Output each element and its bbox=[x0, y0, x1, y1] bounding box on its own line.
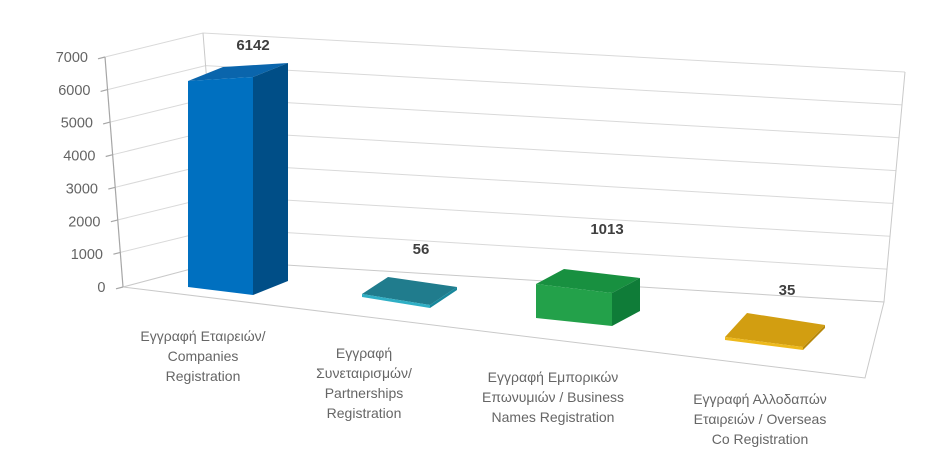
category-label-line: Επωνυμιών / Business bbox=[482, 389, 624, 405]
bar-partnerships-registration bbox=[362, 277, 457, 308]
y-axis-tick bbox=[97, 56, 106, 60]
data-labels: 6142 56 1013 35 bbox=[236, 37, 795, 299]
y-axis-tick bbox=[108, 186, 116, 190]
y-tick-label: 4000 bbox=[63, 149, 95, 165]
gridline-7000 bbox=[104, 32, 906, 73]
y-axis-labels: 7000 6000 5000 4000 3000 2000 1000 0 bbox=[56, 50, 106, 296]
y-axis-tick bbox=[100, 89, 108, 92]
category-label-companies: Εγγραφή Εταιρειών/ Companies Registratio… bbox=[140, 326, 265, 386]
category-label-line: Εταιρειών / Overseas bbox=[693, 411, 827, 427]
bar-top-face bbox=[725, 313, 825, 347]
category-label-line: Partnerships bbox=[324, 385, 404, 401]
y-axis-tick bbox=[102, 121, 111, 125]
y-axis-tick bbox=[110, 219, 119, 223]
y-axis-tick bbox=[105, 154, 113, 158]
bar-top-face bbox=[362, 277, 457, 305]
data-label-partnerships: 56 bbox=[413, 241, 430, 258]
category-label-line: Companies bbox=[167, 348, 239, 364]
bar-front-face bbox=[536, 284, 612, 326]
y-tick-label: 6000 bbox=[58, 83, 90, 99]
y-tick-label: 2000 bbox=[68, 214, 100, 230]
category-label-line: Συνεταιρισμών/ bbox=[316, 365, 412, 381]
category-label-overseas: Εγγραφή Αλλοδαπών Εταιρειών / Overseas C… bbox=[693, 389, 827, 449]
bar-side-face bbox=[803, 325, 825, 350]
bar-side-face bbox=[612, 278, 640, 326]
bar-top-face bbox=[188, 63, 288, 81]
y-axis-line bbox=[104, 56, 124, 288]
category-label-line: Registration bbox=[165, 368, 241, 384]
bar-overseas-co-registration bbox=[725, 313, 825, 350]
y-tick-label: 3000 bbox=[66, 181, 98, 197]
category-label-line: Names Registration bbox=[491, 409, 615, 425]
y-tick-label: 1000 bbox=[71, 247, 103, 263]
category-label-line: Εγγραφή bbox=[335, 345, 393, 361]
category-label-line: Εγγραφή Αλλοδαπών bbox=[693, 391, 827, 407]
y-tick-label: 7000 bbox=[56, 50, 88, 66]
category-label-line: Εγγραφή Εμπορικών bbox=[487, 369, 619, 385]
category-label-partnerships: Εγγραφή Συνεταιρισμών/ Partnerships Regi… bbox=[316, 343, 412, 423]
data-label-companies: 6142 bbox=[236, 37, 269, 54]
bar-companies-registration bbox=[188, 63, 288, 295]
bar-side-face bbox=[253, 63, 288, 295]
y-tick-label: 0 bbox=[97, 280, 105, 296]
category-label-line: Registration bbox=[326, 405, 402, 421]
bar-side-face bbox=[430, 287, 457, 308]
y-axis-tick bbox=[113, 251, 121, 255]
bar-front-face bbox=[362, 294, 430, 308]
bar-top-face bbox=[536, 269, 640, 293]
bar-business-names-registration bbox=[536, 269, 640, 326]
y-tick-label: 5000 bbox=[61, 116, 93, 132]
category-label-business-names: Εγγραφή Εμπορικών Επωνυμιών / Business N… bbox=[482, 367, 624, 427]
data-label-business-names: 1013 bbox=[590, 221, 623, 238]
bar-front-face bbox=[188, 77, 253, 295]
data-label-overseas: 35 bbox=[779, 282, 796, 299]
category-label-line: Co Registration bbox=[711, 431, 809, 447]
category-label-line: Εγγραφή Εταιρειών/ bbox=[140, 328, 266, 344]
bar-front-face bbox=[725, 337, 803, 350]
y-axis-tick bbox=[115, 286, 124, 290]
back-wall-right-edge bbox=[883, 71, 906, 303]
y-axis bbox=[97, 56, 124, 290]
